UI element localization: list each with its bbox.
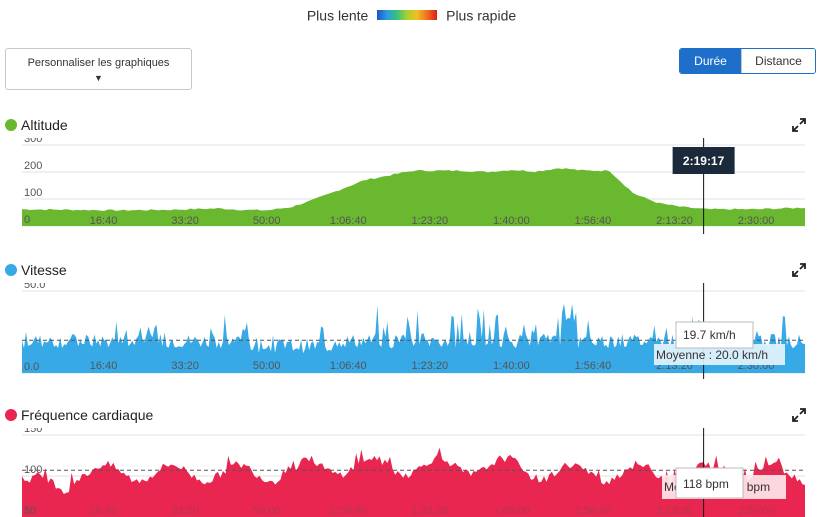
- speed-x-tick-label: 1:40:00: [493, 360, 530, 372]
- speed-x-tick-label: 50:00: [253, 360, 281, 372]
- altitude-chart[interactable]: 300 200 100 0 16:40 33:20 50:00 1:06:40 1:23:20 1…: [0, 138, 823, 234]
- speed-y-tick-label: 0.0: [24, 361, 39, 373]
- speed-tooltip-value: 19.7 km/h: [683, 328, 736, 342]
- heart-x-tick-label: 1:40:00: [493, 505, 530, 517]
- speed-x-tick-label: 1:56:40: [575, 360, 612, 372]
- speed-chart[interactable]: 50.0 0.0 16:40 33:20 50:00 1:06:40 1:23:20 1:40…: [0, 283, 823, 379]
- heart-x-tick-label: 2:30:00: [738, 505, 775, 517]
- heart-x-tick-label: 1:56:40: [575, 505, 612, 517]
- altitude-x-tick-label: 1:40:00: [493, 215, 530, 227]
- speed-dot-icon: [5, 264, 17, 276]
- heart-x-tick-label: 1:23:20: [411, 505, 448, 517]
- heart-x-tick-label: 2:13:20: [656, 505, 693, 517]
- expand-speed-icon[interactable]: [792, 263, 806, 277]
- cursor-time-box: [672, 147, 735, 174]
- speed-x-tick-label: 16:40: [90, 360, 118, 372]
- cursor-time-text: 2:19:17: [683, 154, 725, 168]
- distance-button[interactable]: Distance: [741, 49, 815, 73]
- speed-average-box: [654, 344, 785, 365]
- heart-dot-icon: [5, 409, 17, 421]
- speed-title: Vitesse: [5, 262, 67, 278]
- heart-rate-area: [22, 447, 805, 517]
- altitude-y-tick-label: 300: [24, 138, 42, 145]
- heart-tooltip-box: [675, 467, 744, 499]
- caret-down-icon: ▼: [94, 73, 103, 83]
- heart-y-tick-label: 50: [24, 505, 36, 517]
- heart-title-text: Fréquence cardiaque: [21, 407, 154, 423]
- heart-y-tick-label: 100: [24, 464, 42, 476]
- altitude-y-tick-label: 0: [24, 214, 30, 226]
- heart-x-tick-label: 50:00: [253, 505, 281, 517]
- speed-x-tick-label: 1:23:20: [411, 360, 448, 372]
- altitude-title-text: Altitude: [21, 117, 68, 133]
- altitude-x-tick-label: 1:23:20: [411, 215, 448, 227]
- speed-title-text: Vitesse: [21, 262, 67, 278]
- expand-heart-icon[interactable]: [792, 408, 806, 422]
- heart-x-tick-label: 1:06:40: [330, 505, 367, 517]
- altitude-x-tick-label: 1:56:40: [575, 215, 612, 227]
- altitude-area: [22, 168, 805, 226]
- speed-x-tick-label: 1:06:40: [330, 360, 367, 372]
- duration-button[interactable]: Durée: [680, 49, 741, 73]
- axis-toggle: Durée Distance: [679, 48, 816, 74]
- altitude-dot-icon: [5, 119, 17, 131]
- altitude-x-tick-label: 50:00: [253, 215, 281, 227]
- customize-charts-label: Personnaliser les graphiques: [27, 57, 170, 69]
- speed-average-label: Moyenne : 20.0 km/h: [656, 348, 768, 362]
- altitude-x-tick-label: 2:13:20: [656, 215, 693, 227]
- heart-x-tick-label: 16:40: [90, 505, 118, 517]
- legend-fast-label: Plus rapide: [446, 7, 517, 24]
- altitude-x-tick-label: 2:30:00: [738, 215, 775, 227]
- altitude-y-tick-label: 100: [24, 187, 42, 199]
- customize-charts-button[interactable]: Personnaliser les graphiques ▼: [5, 48, 192, 90]
- altitude-y-tick-label: 200: [24, 160, 42, 172]
- speed-gradient-bar: [377, 10, 438, 21]
- altitude-title: Altitude: [5, 117, 68, 133]
- heart-tooltip-value: 118 bpm: [683, 477, 729, 491]
- speed-x-tick-label: 33:20: [171, 360, 199, 372]
- expand-altitude-icon[interactable]: [792, 118, 806, 132]
- heart-x-tick-label: 33:20: [171, 505, 199, 517]
- heart-title: Fréquence cardiaque: [5, 407, 153, 423]
- legend-slow-label: Plus lente: [306, 7, 369, 24]
- speed-legend: Plus lente Plus rapide: [0, 6, 823, 23]
- altitude-x-tick-label: 33:20: [171, 215, 199, 227]
- speed-tooltip-box: [675, 321, 754, 349]
- cursor-time-label: 2:19:17: [672, 147, 735, 174]
- altitude-x-tick-label: 1:06:40: [330, 215, 367, 227]
- heart-y-tick-label: 150: [24, 428, 42, 435]
- speed-y-tick-label: 50.0: [24, 283, 45, 291]
- speed-area: [22, 303, 805, 373]
- heart-rate-chart[interactable]: 150 100 50 16:40 33:20 50:00 1:06:40 1:23:20 1:4…: [0, 428, 823, 517]
- altitude-x-tick-label: 16:40: [90, 215, 118, 227]
